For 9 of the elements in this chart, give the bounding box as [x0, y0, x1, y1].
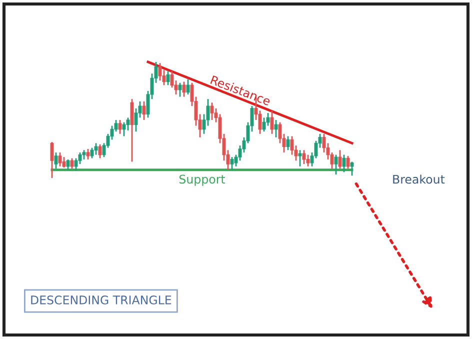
- candlestick: [126, 116, 130, 132]
- candlestick: [86, 148, 90, 160]
- candlestick: [334, 154, 338, 176]
- candlestick: [298, 149, 302, 168]
- candlestick: [82, 149, 86, 160]
- candlestick: [230, 156, 234, 171]
- text: DESCENDING TRIANGLE: [31, 295, 172, 304]
- series-label: Support: [179, 174, 226, 186]
- text: Breakout: [393, 174, 445, 184]
